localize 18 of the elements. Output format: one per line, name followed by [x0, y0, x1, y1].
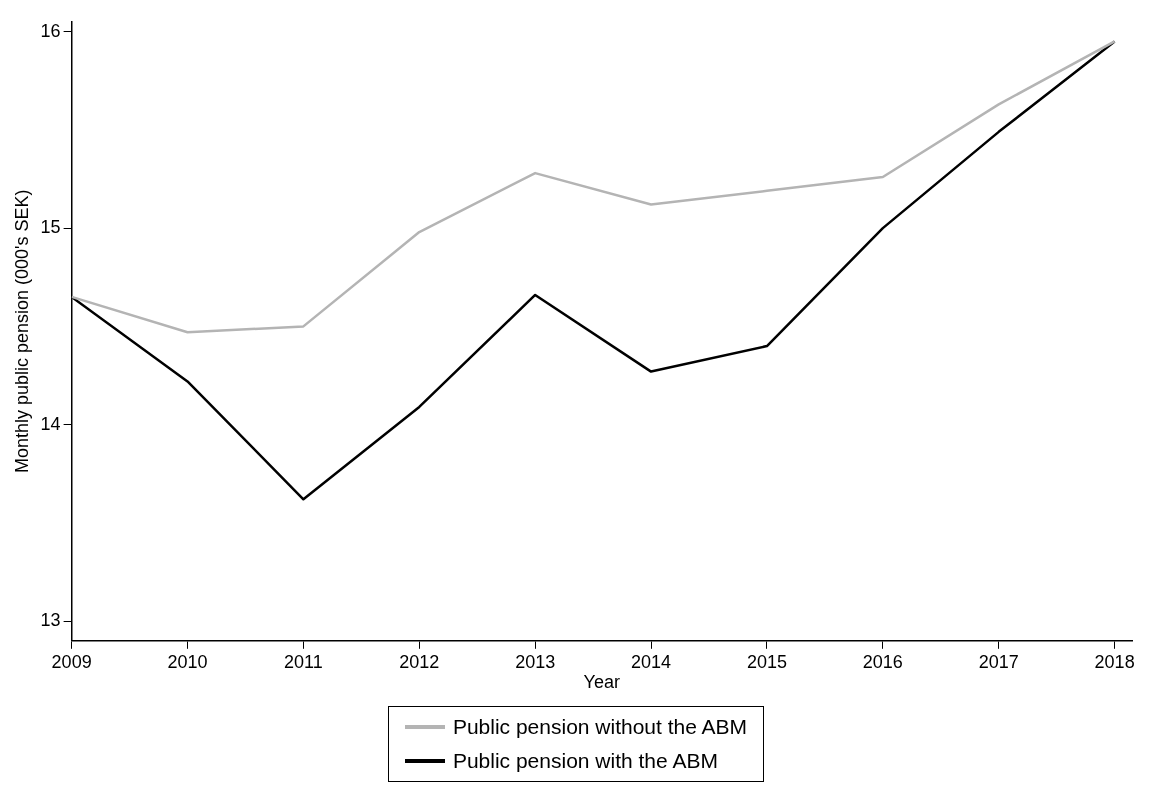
- x-tick-label: 2013: [515, 651, 556, 672]
- x-axis-title: Year: [583, 672, 620, 693]
- x-tick-label: 2014: [631, 651, 672, 672]
- x-tick-label: 2015: [746, 651, 787, 672]
- y-tick-label: 15: [40, 217, 61, 238]
- y-axis-title: Monthly public pension (000's SEK): [11, 189, 32, 474]
- x-tick-label: 2016: [862, 651, 903, 672]
- x-tick-label: 2010: [167, 651, 208, 672]
- y-tick-label: 14: [40, 413, 61, 434]
- x-tick-label: 2017: [978, 651, 1019, 672]
- x-tick-label: 2012: [399, 651, 440, 672]
- legend-label: Public pension with the ABM: [452, 749, 718, 773]
- x-tick-label: 2011: [284, 651, 323, 672]
- y-tick-label: 13: [40, 610, 61, 631]
- x-tick-label: 2018: [1094, 651, 1135, 672]
- y-tick-label: 16: [40, 20, 61, 41]
- x-tick-label: 2009: [51, 651, 92, 672]
- legend-label: Public pension without the ABM: [452, 715, 748, 739]
